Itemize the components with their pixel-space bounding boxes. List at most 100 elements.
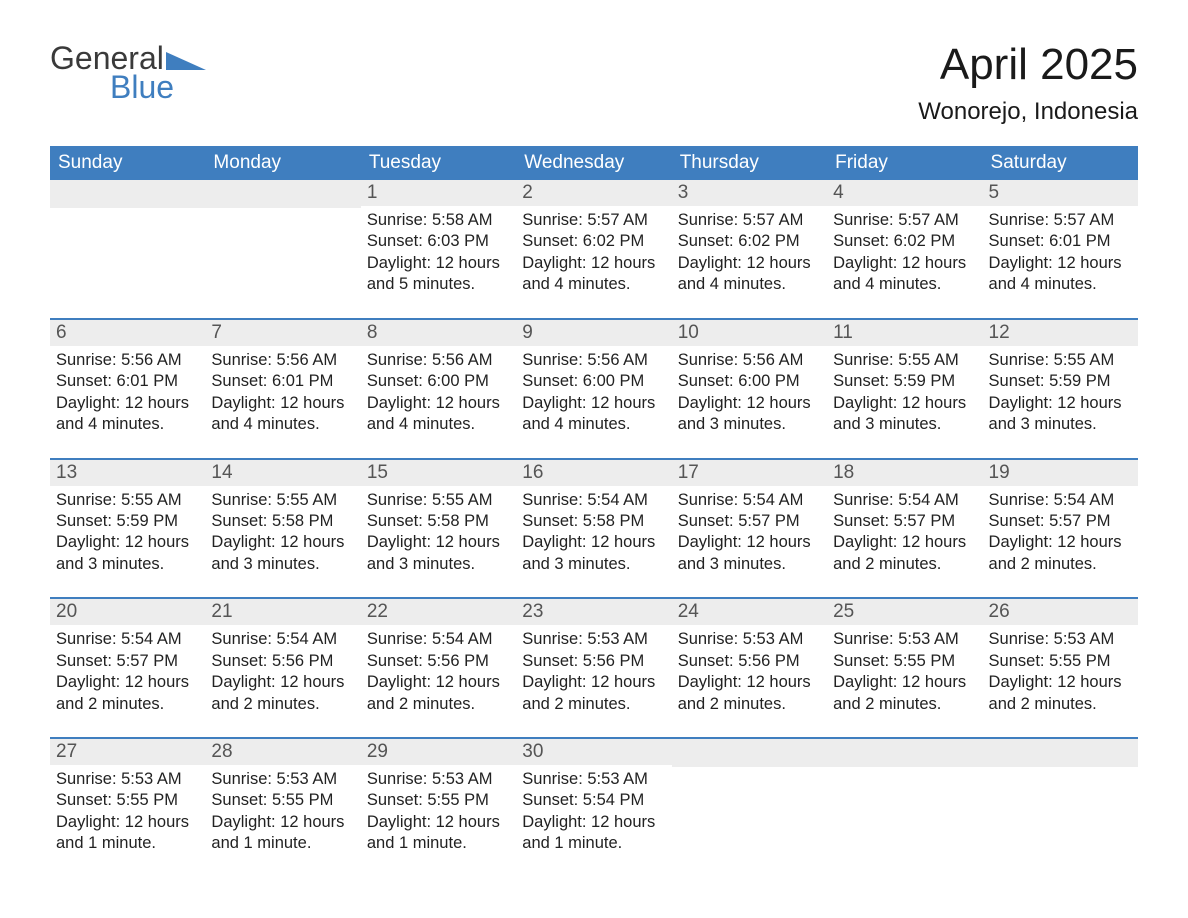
day-cell: 3Sunrise: 5:57 AMSunset: 6:02 PMDaylight… [672, 180, 827, 304]
day-cell: 9Sunrise: 5:56 AMSunset: 6:00 PMDaylight… [516, 320, 671, 444]
day-body: Sunrise: 5:53 AMSunset: 5:55 PMDaylight:… [983, 625, 1138, 723]
day-number: 16 [516, 460, 671, 486]
day-body: Sunrise: 5:53 AMSunset: 5:55 PMDaylight:… [50, 765, 205, 863]
day-cell: 27Sunrise: 5:53 AMSunset: 5:55 PMDayligh… [50, 739, 205, 863]
sunset-text: Sunset: 5:56 PM [367, 651, 510, 672]
day-number: 3 [672, 180, 827, 206]
day-body: Sunrise: 5:53 AMSunset: 5:55 PMDaylight:… [361, 765, 516, 863]
sunrise-text: Sunrise: 5:55 AM [989, 350, 1132, 371]
day-number: 1 [361, 180, 516, 206]
day-body: Sunrise: 5:53 AMSunset: 5:56 PMDaylight:… [516, 625, 671, 723]
day-number: 23 [516, 599, 671, 625]
dow-wednesday: Wednesday [516, 146, 671, 180]
day-number: 4 [827, 180, 982, 206]
sunrise-text: Sunrise: 5:53 AM [367, 769, 510, 790]
sunrise-text: Sunrise: 5:53 AM [56, 769, 199, 790]
day-cell [205, 180, 360, 304]
sunrise-text: Sunrise: 5:57 AM [678, 210, 821, 231]
sunset-text: Sunset: 5:58 PM [367, 511, 510, 532]
daylight-text: Daylight: 12 hours and 4 minutes. [989, 253, 1132, 296]
daylight-text: Daylight: 12 hours and 3 minutes. [367, 532, 510, 575]
page-title: April 2025 [918, 40, 1138, 90]
day-number: 28 [205, 739, 360, 765]
sunset-text: Sunset: 6:02 PM [522, 231, 665, 252]
sunrise-text: Sunrise: 5:55 AM [211, 490, 354, 511]
sunrise-text: Sunrise: 5:57 AM [522, 210, 665, 231]
day-body: Sunrise: 5:58 AMSunset: 6:03 PMDaylight:… [361, 206, 516, 304]
day-number: 10 [672, 320, 827, 346]
sunset-text: Sunset: 5:56 PM [678, 651, 821, 672]
day-number: 6 [50, 320, 205, 346]
sunset-text: Sunset: 5:55 PM [56, 790, 199, 811]
day-number: 17 [672, 460, 827, 486]
day-number: 9 [516, 320, 671, 346]
sunrise-text: Sunrise: 5:53 AM [522, 629, 665, 650]
daylight-text: Daylight: 12 hours and 3 minutes. [678, 532, 821, 575]
day-number: 20 [50, 599, 205, 625]
daylight-text: Daylight: 12 hours and 2 minutes. [833, 532, 976, 575]
day-number [50, 180, 205, 208]
sunset-text: Sunset: 5:57 PM [678, 511, 821, 532]
daylight-text: Daylight: 12 hours and 2 minutes. [211, 672, 354, 715]
sunrise-text: Sunrise: 5:57 AM [833, 210, 976, 231]
title-block: April 2025 Wonorejo, Indonesia [918, 40, 1138, 126]
sunset-text: Sunset: 6:02 PM [678, 231, 821, 252]
calendar: Sunday Monday Tuesday Wednesday Thursday… [50, 146, 1138, 863]
day-body: Sunrise: 5:54 AMSunset: 5:57 PMDaylight:… [50, 625, 205, 723]
daylight-text: Daylight: 12 hours and 5 minutes. [367, 253, 510, 296]
sunset-text: Sunset: 5:57 PM [56, 651, 199, 672]
sunset-text: Sunset: 6:01 PM [989, 231, 1132, 252]
day-cell: 30Sunrise: 5:53 AMSunset: 5:54 PMDayligh… [516, 739, 671, 863]
logo-word2: Blue [110, 69, 206, 106]
sunrise-text: Sunrise: 5:53 AM [522, 769, 665, 790]
logo: General Blue [50, 40, 206, 106]
daylight-text: Daylight: 12 hours and 1 minute. [367, 812, 510, 855]
sunset-text: Sunset: 6:01 PM [211, 371, 354, 392]
day-number: 22 [361, 599, 516, 625]
dow-tuesday: Tuesday [361, 146, 516, 180]
day-number [672, 739, 827, 767]
sunset-text: Sunset: 5:58 PM [522, 511, 665, 532]
day-cell: 19Sunrise: 5:54 AMSunset: 5:57 PMDayligh… [983, 460, 1138, 584]
sunrise-text: Sunrise: 5:54 AM [522, 490, 665, 511]
day-body: Sunrise: 5:56 AMSunset: 6:00 PMDaylight:… [361, 346, 516, 444]
day-number: 29 [361, 739, 516, 765]
day-body: Sunrise: 5:56 AMSunset: 6:00 PMDaylight:… [516, 346, 671, 444]
dow-monday: Monday [205, 146, 360, 180]
dow-thursday: Thursday [672, 146, 827, 180]
day-cell [827, 739, 982, 863]
daylight-text: Daylight: 12 hours and 4 minutes. [56, 393, 199, 436]
sunset-text: Sunset: 6:03 PM [367, 231, 510, 252]
day-cell: 25Sunrise: 5:53 AMSunset: 5:55 PMDayligh… [827, 599, 982, 723]
day-cell [983, 739, 1138, 863]
daylight-text: Daylight: 12 hours and 3 minutes. [833, 393, 976, 436]
day-body: Sunrise: 5:55 AMSunset: 5:58 PMDaylight:… [205, 486, 360, 584]
daylight-text: Daylight: 12 hours and 4 minutes. [522, 393, 665, 436]
day-number: 2 [516, 180, 671, 206]
day-number: 5 [983, 180, 1138, 206]
day-number: 11 [827, 320, 982, 346]
daylight-text: Daylight: 12 hours and 2 minutes. [522, 672, 665, 715]
sunrise-text: Sunrise: 5:54 AM [989, 490, 1132, 511]
day-number [983, 739, 1138, 767]
sunrise-text: Sunrise: 5:53 AM [833, 629, 976, 650]
day-cell: 10Sunrise: 5:56 AMSunset: 6:00 PMDayligh… [672, 320, 827, 444]
sunset-text: Sunset: 5:57 PM [989, 511, 1132, 532]
day-cell: 8Sunrise: 5:56 AMSunset: 6:00 PMDaylight… [361, 320, 516, 444]
sunset-text: Sunset: 6:00 PM [522, 371, 665, 392]
dow-saturday: Saturday [983, 146, 1138, 180]
week-row: 20Sunrise: 5:54 AMSunset: 5:57 PMDayligh… [50, 597, 1138, 723]
day-cell: 22Sunrise: 5:54 AMSunset: 5:56 PMDayligh… [361, 599, 516, 723]
daylight-text: Daylight: 12 hours and 3 minutes. [678, 393, 821, 436]
sunrise-text: Sunrise: 5:54 AM [833, 490, 976, 511]
day-cell: 21Sunrise: 5:54 AMSunset: 5:56 PMDayligh… [205, 599, 360, 723]
sunrise-text: Sunrise: 5:56 AM [56, 350, 199, 371]
day-cell: 18Sunrise: 5:54 AMSunset: 5:57 PMDayligh… [827, 460, 982, 584]
location-label: Wonorejo, Indonesia [918, 98, 1138, 126]
sunset-text: Sunset: 5:56 PM [211, 651, 354, 672]
header: General Blue April 2025 Wonorejo, Indone… [50, 40, 1138, 126]
dow-header-row: Sunday Monday Tuesday Wednesday Thursday… [50, 146, 1138, 180]
day-body: Sunrise: 5:55 AMSunset: 5:59 PMDaylight:… [983, 346, 1138, 444]
day-body: Sunrise: 5:57 AMSunset: 6:01 PMDaylight:… [983, 206, 1138, 304]
day-cell [672, 739, 827, 863]
